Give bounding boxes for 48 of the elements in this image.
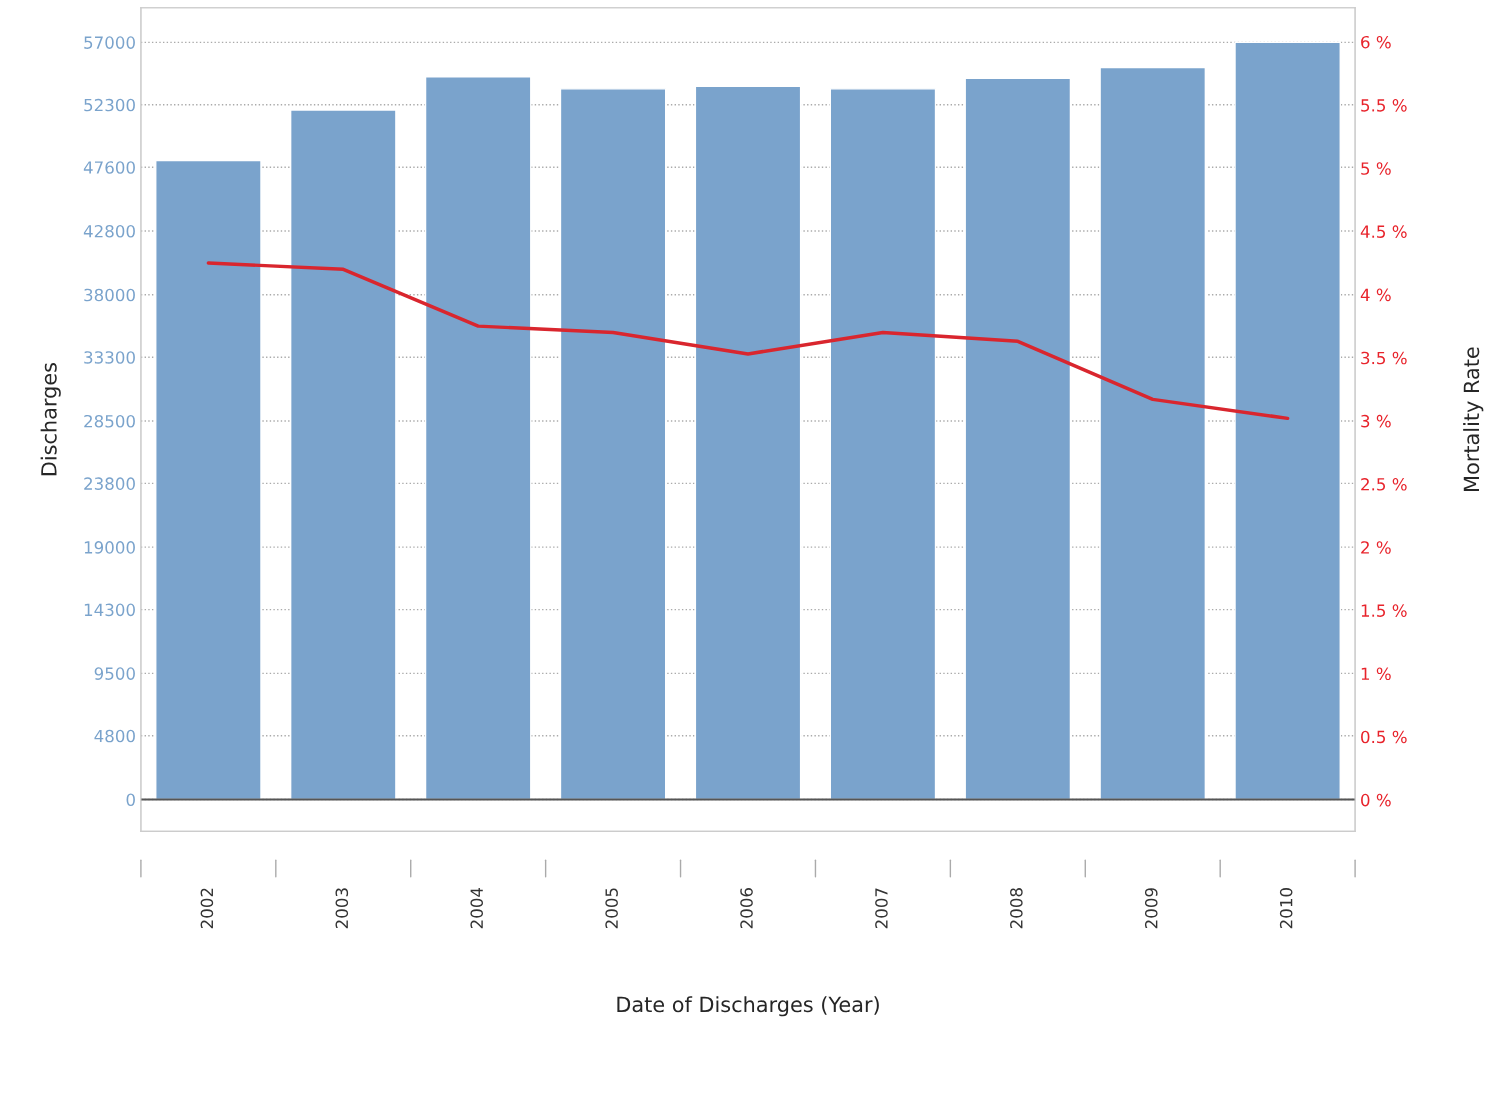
- y-tick-label: 4800: [94, 729, 135, 743]
- x-axis-title: Date of Discharges (Year): [617, 996, 879, 1017]
- y-tick-label: 47600: [83, 161, 135, 174]
- y2-tick-label: 4 %: [1360, 288, 1391, 302]
- y-tick-label: 28500: [84, 414, 135, 428]
- y2-tick-label: 6 %: [1361, 35, 1391, 49]
- y2-tick-label: 4.5 %: [1360, 225, 1407, 238]
- y-axis-title: Discharges: [40, 363, 61, 476]
- y2-tick-label: 2 %: [1361, 541, 1391, 554]
- x-tick-label: 2009: [1144, 888, 1158, 929]
- x-tick-label: 2004: [470, 887, 484, 929]
- y-tick-label: 19000: [84, 541, 135, 554]
- bar: [694, 85, 802, 801]
- bar: [289, 109, 397, 801]
- bar: [424, 76, 532, 801]
- y-tick-label: 0: [126, 793, 135, 807]
- y2-tick-label: 0.5 %: [1361, 730, 1407, 744]
- bar: [829, 88, 937, 801]
- x-tick-label: 2006: [740, 888, 753, 929]
- y2-tick-label: 0 %: [1361, 793, 1391, 807]
- y-tick-label: 23800: [84, 477, 135, 490]
- y2-tick-label: 3 %: [1361, 414, 1391, 428]
- x-tick-label: 2005: [605, 888, 618, 929]
- bar: [559, 88, 667, 801]
- y2-tick-label: 3.5 %: [1361, 351, 1407, 365]
- x-tick-label: 2007: [875, 888, 888, 929]
- bar: [155, 159, 262, 801]
- y2-tick-label: 5.5 %: [1361, 99, 1407, 112]
- y2-tick-label: 1 %: [1361, 667, 1391, 681]
- y-tick-label: 38000: [84, 288, 135, 302]
- y-tick-label: 52300: [84, 98, 135, 112]
- y-tick-label: 14300: [84, 603, 135, 617]
- y2-tick-label: 5 %: [1361, 162, 1391, 175]
- bar: [1099, 66, 1207, 801]
- x-tick-label: 2003: [335, 888, 349, 929]
- y-tick-label: 33300: [84, 351, 135, 364]
- x-tick-label: 2002: [200, 888, 214, 929]
- line-series: [206, 261, 1290, 421]
- x-tick-label: 2008: [1010, 888, 1023, 929]
- y2-tick-label: 1.5 %: [1361, 604, 1407, 617]
- y2-tick-label: 2.5 %: [1361, 478, 1407, 491]
- bar: [964, 77, 1072, 801]
- x-tick-label: 2010: [1279, 888, 1293, 929]
- y2-axis-title: Mortality Rate: [1463, 347, 1484, 491]
- y-tick-label: 9500: [94, 667, 135, 680]
- y-tick-label: 42800: [83, 224, 135, 238]
- y-tick-label: 57000: [84, 36, 135, 49]
- bar: [1234, 41, 1341, 801]
